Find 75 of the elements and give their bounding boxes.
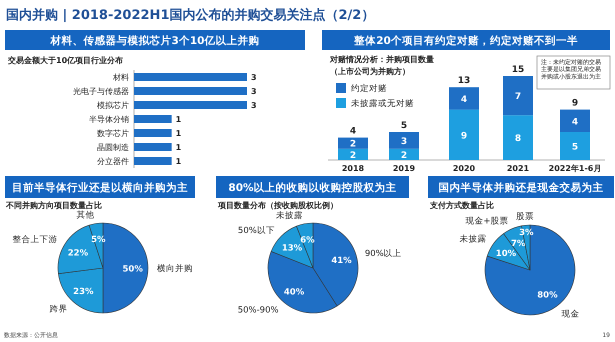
data-label: 3 bbox=[251, 87, 257, 96]
slice-label: 整合上下游 bbox=[12, 234, 58, 246]
y-tick-label: 半导体分销 bbox=[89, 115, 129, 124]
data-label: 3 bbox=[251, 73, 257, 82]
data-label: 1 bbox=[176, 115, 182, 124]
data-label: 40% bbox=[284, 287, 305, 298]
x-tick-label: 2021 bbox=[506, 164, 530, 173]
data-label: 9 bbox=[460, 131, 468, 142]
x-tick-label: 2018 bbox=[342, 164, 365, 173]
slice-label: 其他 bbox=[76, 210, 95, 221]
data-label: 22% bbox=[68, 248, 89, 259]
data-label: 2 bbox=[350, 140, 356, 150]
total-label: 13 bbox=[458, 76, 470, 86]
text: 交易金额大于10亿项目行业分布 bbox=[7, 55, 124, 65]
chart-subtitle: 支付方式数量占比 bbox=[429, 200, 494, 210]
bar bbox=[449, 87, 479, 110]
data-label: 80% bbox=[537, 290, 558, 301]
y-tick-label: 分立器件 bbox=[97, 157, 129, 166]
bar bbox=[560, 132, 590, 160]
bar bbox=[503, 115, 533, 160]
chart-title: 整体20个项目有约定对赌，约定对赌不到一半 bbox=[353, 34, 578, 47]
chart-title: 材料、传感器与模拟芯片3个10亿以上并购 bbox=[50, 34, 260, 47]
slice-label: 50%以下 bbox=[238, 224, 275, 236]
slice-label: 现金+股票 bbox=[465, 215, 509, 226]
legend-label: 未披露或无对赌 bbox=[351, 98, 414, 109]
total-label: 4 bbox=[350, 126, 356, 137]
data-label: 41% bbox=[331, 256, 352, 266]
slice-label: 未披露 bbox=[459, 233, 486, 244]
slice-label: 横向并购 bbox=[157, 263, 193, 274]
slice-label: 50%-90% bbox=[238, 306, 279, 316]
total-label: 15 bbox=[512, 65, 524, 75]
data-label: 4 bbox=[460, 94, 468, 105]
y-tick-label: 数字芯片 bbox=[97, 129, 129, 138]
chart-subtitle: 项目数量分布（按收购股权比例） bbox=[217, 201, 338, 210]
bar bbox=[503, 76, 533, 116]
data-label: 1 bbox=[176, 143, 182, 152]
data-label: 1 bbox=[176, 157, 182, 166]
data-label: 3 bbox=[251, 101, 257, 110]
bar bbox=[338, 138, 368, 149]
data-label: 13% bbox=[282, 244, 303, 254]
bar bbox=[338, 148, 368, 160]
data-label: 3 bbox=[400, 136, 408, 147]
data-label: 1 bbox=[176, 129, 182, 138]
chart-subtitle: 对赌情况分析：并购项目数量（上市公司为并购方） bbox=[329, 55, 434, 76]
data-label: 5 bbox=[572, 142, 578, 152]
chart-subtitle: 不同并购方向项目数量占比 bbox=[5, 200, 102, 210]
y-tick-label: 模拟芯片 bbox=[97, 101, 129, 110]
y-tick-label: 光电子与传感器 bbox=[73, 87, 129, 96]
slice-label: 股票 bbox=[516, 211, 534, 222]
total-label: 9 bbox=[572, 98, 578, 109]
data-label: 10% bbox=[496, 249, 517, 260]
total-label: 5 bbox=[400, 121, 408, 131]
slice-label: 现金 bbox=[562, 308, 580, 320]
data-label: 4 bbox=[572, 117, 578, 128]
bar bbox=[449, 110, 479, 160]
slice-label: 90%以上 bbox=[364, 248, 402, 259]
x-tick-label: 2019 bbox=[392, 164, 416, 173]
data-label: 2 bbox=[350, 150, 356, 161]
data-label: 7 bbox=[514, 92, 522, 102]
data-label: 50% bbox=[122, 264, 144, 274]
x-tick-label: 2020 bbox=[452, 164, 476, 173]
y-tick-label: 晶圆制造 bbox=[97, 143, 129, 152]
data-label: 23% bbox=[73, 286, 94, 297]
data-label: 8 bbox=[514, 134, 522, 144]
slice-label: 跨界 bbox=[49, 304, 68, 315]
text: 国内并购 | 2018-2022H1国内公布的并购交易关注点（2/2） bbox=[6, 7, 374, 23]
bar bbox=[560, 110, 590, 132]
y-tick-label: 材料 bbox=[112, 73, 129, 82]
chart-title: 国内半导体并购还是现金交易为主 bbox=[438, 181, 604, 194]
legend-label: 约定对赌 bbox=[351, 83, 387, 94]
x-tick-label: 2022年1-6月 bbox=[548, 164, 602, 173]
data-label: 2 bbox=[400, 150, 408, 161]
chart-title: 80%以上的收购以收购控股权为主 bbox=[228, 181, 397, 194]
slice-label: 未披露 bbox=[276, 210, 303, 221]
chart-title: 目前半导体行业还是以横向并购为主 bbox=[12, 181, 188, 194]
